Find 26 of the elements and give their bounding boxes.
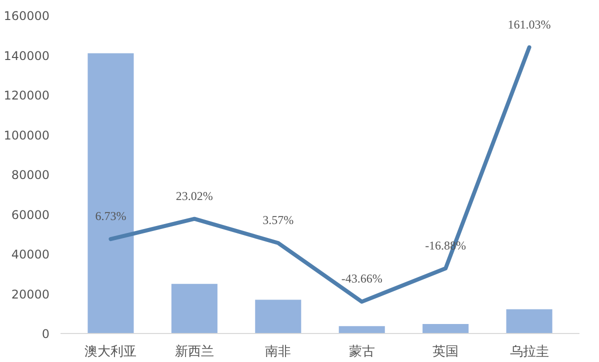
x-tick-label: 乌拉圭 [510, 344, 549, 360]
data-label: 161.03% [508, 17, 551, 32]
y-tick-label: 140000 [4, 48, 50, 63]
x-tick-label: 新西兰 [174, 344, 214, 360]
bar [255, 300, 302, 334]
y-tick-label: 20000 [11, 287, 50, 302]
data-label: -43.66% [341, 272, 382, 286]
x-tick-label: 南非 [265, 344, 292, 360]
y-tick-label: 0 [42, 327, 50, 341]
y-tick-label: 80000 [11, 168, 50, 182]
data-label: 3.57% [262, 213, 294, 227]
y-tick-label: 160000 [4, 9, 50, 23]
x-tick-label: 英国 [432, 344, 459, 360]
y-tick-label: 40000 [11, 248, 50, 262]
bar [422, 324, 469, 334]
data-label: 23.02% [176, 188, 213, 203]
y-tick-label: 100000 [4, 128, 50, 142]
data-label: 6.73% [95, 209, 126, 224]
bar [506, 309, 552, 334]
bar [88, 53, 134, 334]
bar [338, 326, 385, 334]
y-tick-label: 60000 [11, 208, 50, 222]
bar [171, 284, 218, 334]
x-tick-label: 澳大利亚 [84, 344, 137, 360]
x-tick-label: 蒙古 [348, 344, 375, 360]
y-tick-label: 120000 [4, 88, 50, 102]
